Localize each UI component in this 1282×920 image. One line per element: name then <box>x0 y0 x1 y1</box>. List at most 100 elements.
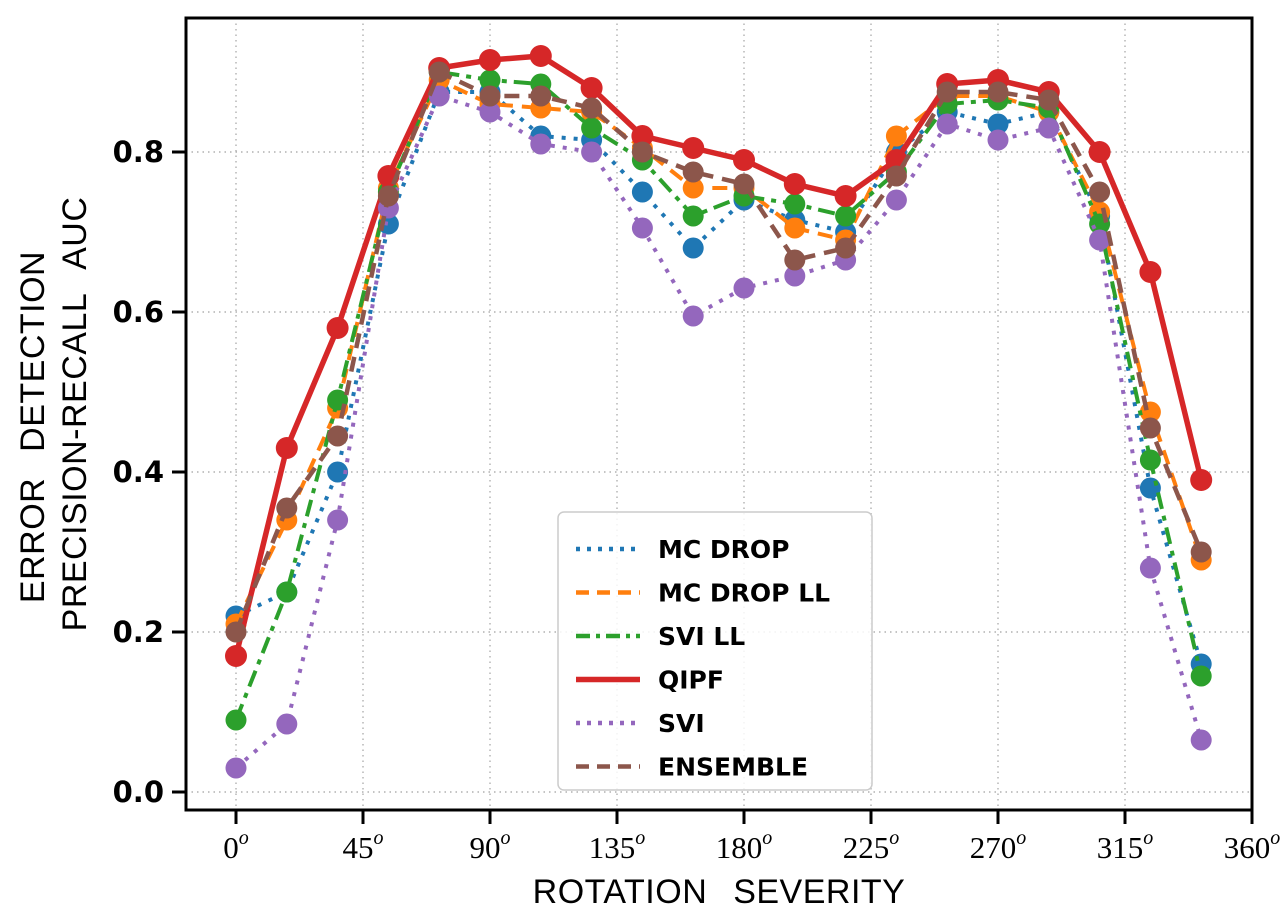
series-line-svi-ll <box>234 69 1204 721</box>
data-point-qipf <box>225 645 247 667</box>
data-point-ensemble <box>327 425 349 447</box>
legend-label-ensemble: ENSEMBLE <box>658 753 808 782</box>
x-tick-label: 315o <box>1097 827 1154 865</box>
data-point-ensemble <box>581 97 603 119</box>
plot-border <box>184 16 1254 812</box>
data-point-mc-drop <box>631 181 653 203</box>
data-point-svi <box>1190 729 1212 751</box>
data-point-ensemble <box>276 497 298 519</box>
legend-label-mc-drop-ll: MC DROP LL <box>658 579 830 608</box>
data-series <box>225 45 1213 779</box>
data-point-svi <box>327 509 349 531</box>
data-point-qipf <box>733 149 755 171</box>
data-point-ensemble <box>530 85 552 107</box>
y-tick-label: 0.8 <box>113 135 164 169</box>
data-point-ensemble <box>428 61 450 83</box>
data-point-svi-ll <box>479 69 501 91</box>
data-point-qipf <box>783 173 806 195</box>
data-point-qipf <box>479 49 501 71</box>
data-point-mc-drop-ll <box>784 217 806 239</box>
data-point-svi <box>733 277 755 299</box>
series-svi <box>225 85 1212 779</box>
x-axis-title: ROTATION SEVERITY <box>533 873 906 911</box>
series-ensemble <box>225 61 1212 643</box>
y-axis-title-line1: ERROR DETECTION <box>14 251 52 603</box>
legend-label-svi: SVI <box>658 709 705 738</box>
data-point-ensemble <box>1190 541 1212 563</box>
data-point-svi <box>276 713 298 735</box>
data-point-svi <box>1038 117 1060 139</box>
x-tick-label: 270o <box>970 827 1027 865</box>
data-point-svi-ll <box>581 117 603 139</box>
legend-box <box>557 511 873 791</box>
data-point-svi <box>631 217 653 239</box>
legend-label-mc-drop: MC DROP <box>658 535 790 564</box>
x-tick-label: 135o <box>589 827 646 865</box>
legend-item-mc-drop-ll: MC DROP LL <box>576 579 830 608</box>
data-point-svi-ll <box>276 581 298 603</box>
data-point-ensemble <box>987 81 1009 103</box>
x-tick-label: 90o <box>470 827 511 865</box>
data-point-svi-ll <box>784 193 806 215</box>
y-tick-label: 0.4 <box>113 455 164 489</box>
legend-label-svi-ll: SVI LL <box>658 622 745 651</box>
legend-item-mc-drop: MC DROP <box>576 535 790 564</box>
x-tick-label: 180o <box>716 827 773 865</box>
legend: MC DROP MC DROP LL SVI LL QIPF SVI ENSEMBLE <box>557 511 873 791</box>
x-tick-label: 360o <box>1224 827 1281 865</box>
legend-label-qipf: QIPF <box>658 666 724 695</box>
data-point-svi <box>936 113 958 135</box>
data-point-qipf <box>529 45 552 67</box>
y-tick-label: 0.2 <box>113 615 164 649</box>
data-point-svi <box>479 101 501 123</box>
data-point-qipf <box>1139 261 1162 283</box>
data-point-ensemble <box>835 237 857 259</box>
data-point-svi-ll <box>682 205 704 227</box>
y-axis-title: ERROR DETECTION PRECISION-RECALL AUC <box>14 197 94 632</box>
y-tick-label: 0.0 <box>113 775 164 809</box>
data-point-svi <box>987 129 1009 151</box>
data-point-svi <box>1139 557 1161 579</box>
data-point-ensemble <box>377 185 399 207</box>
legend-item-svi-ll: SVI LL <box>576 622 745 651</box>
data-point-ensemble <box>784 249 806 271</box>
legend-item-qipf: QIPF <box>576 666 724 695</box>
data-point-mc-drop-ll <box>682 177 704 199</box>
data-point-svi <box>784 265 806 287</box>
series-line-svi <box>234 93 1204 770</box>
data-point-qipf <box>580 77 603 99</box>
data-point-mc-drop-ll <box>885 125 907 147</box>
data-point-svi-ll <box>835 205 857 227</box>
data-point-qipf <box>1088 141 1111 163</box>
data-point-ensemble <box>733 173 755 195</box>
legend-item-ensemble: ENSEMBLE <box>576 753 808 782</box>
data-point-mc-drop <box>327 461 349 483</box>
legend-item-svi: SVI <box>576 709 705 738</box>
data-point-mc-drop <box>682 237 704 259</box>
data-point-svi-ll <box>225 709 247 731</box>
data-point-svi <box>530 133 552 155</box>
data-point-qipf <box>275 437 298 459</box>
data-point-ensemble <box>682 161 704 183</box>
data-point-ensemble <box>885 165 907 187</box>
data-point-qipf <box>1190 469 1213 491</box>
y-axis-title-line2: PRECISION-RECALL AUC <box>56 197 94 632</box>
data-point-svi-ll <box>1139 449 1161 471</box>
x-tick-label: 45o <box>343 827 384 865</box>
data-point-qipf <box>834 185 857 207</box>
tick-labels: 0o 45o 90o 135o 180o 225o 270o 315o 360o 0.0 0.2 0.… <box>113 135 1281 865</box>
data-point-qipf <box>682 137 705 159</box>
axes <box>172 16 1254 824</box>
data-point-qipf <box>631 125 654 147</box>
data-point-ensemble <box>225 621 247 643</box>
data-point-ensemble <box>1139 417 1161 439</box>
y-tick-label: 0.6 <box>113 295 164 329</box>
data-point-svi <box>1089 229 1111 251</box>
data-point-ensemble <box>479 85 501 107</box>
x-tick-label: 225o <box>843 827 900 865</box>
data-point-svi <box>225 757 247 779</box>
data-point-svi <box>581 141 603 163</box>
x-tick-label: 0o <box>223 827 249 865</box>
